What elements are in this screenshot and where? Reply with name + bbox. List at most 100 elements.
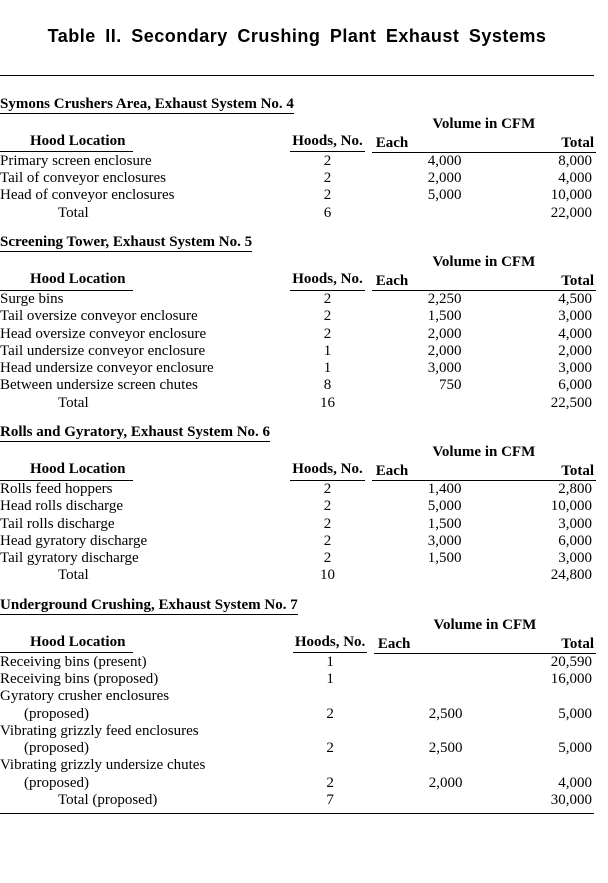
cell-total: 4,500 [497, 291, 596, 309]
cell-each: 2,000 [372, 170, 498, 187]
cell-total-each [374, 792, 499, 809]
cell-total-hoods: 10 [283, 567, 371, 584]
cell-location: Head rolls discharge [0, 498, 283, 515]
cell-each: 750 [372, 377, 498, 394]
cell-total-hoods: 7 [286, 792, 374, 809]
cell-total: 3,000 [497, 550, 596, 567]
section-heading: Underground Crushing, Exhaust System No.… [0, 597, 594, 615]
cell-each: 3,000 [372, 533, 498, 550]
cell-total-total: 24,800 [497, 567, 596, 584]
volume-header: Volume in CFM [372, 444, 596, 461]
cell-location: Tail undersize conveyor enclosure [0, 343, 283, 360]
cell-hoods: 2 [283, 533, 371, 550]
cell-location: Tail of conveyor enclosures [0, 170, 283, 187]
cell-each: 4,000 [372, 152, 498, 170]
cell-each: 2,000 [372, 326, 498, 343]
section-heading-text: Rolls and Gyratory, Exhaust System No. 6 [0, 424, 270, 442]
col-total: Total [499, 634, 597, 653]
cell-total-each [372, 395, 498, 412]
cell-hoods: 2 [283, 291, 371, 309]
cell-total: 6,000 [497, 377, 596, 394]
cell-location: Rolls feed hoppers [0, 481, 283, 499]
top-rule [0, 75, 594, 84]
col-hood-location: Hood Location [0, 271, 133, 290]
cell-location: Vibrating grizzly feed enclosures [0, 723, 286, 740]
cell-total: 2,000 [497, 343, 596, 360]
section-heading: Screening Tower, Exhaust System No. 5 [0, 234, 594, 252]
table-caption: Table II. Secondary Crushing Plant Exhau… [0, 26, 594, 47]
cell-location: Head gyratory discharge [0, 533, 283, 550]
cell-hoods: 2 [283, 550, 371, 567]
col-hood-location: Hood Location [0, 133, 133, 152]
cell-hoods: 1 [283, 360, 371, 377]
cell-hoods: 2 [286, 740, 374, 757]
cell-each: 5,000 [372, 498, 498, 515]
cell-each [374, 653, 499, 671]
cell-total: 10,000 [497, 187, 596, 204]
cell-each: 2,000 [372, 343, 498, 360]
col-each: Each [372, 461, 498, 480]
cell-each: 2,000 [374, 775, 499, 792]
volume-header: Volume in CFM [372, 254, 596, 271]
cell-each: 1,500 [372, 516, 498, 533]
cell-total-label: Total [0, 205, 283, 222]
cell-location: Gyratory crusher enclosures [0, 688, 286, 705]
cell-total-total: 22,000 [497, 205, 596, 222]
cell-location: Receiving bins (proposed) [0, 671, 286, 688]
cell-total-total: 30,000 [499, 792, 597, 809]
col-each: Each [372, 133, 498, 152]
cell-total: 5,000 [499, 706, 597, 723]
col-total: Total [497, 271, 596, 290]
section-heading-text: Underground Crushing, Exhaust System No.… [0, 597, 298, 615]
col-hood-location: Hood Location [0, 461, 133, 480]
cell-location: Tail oversize conveyor enclosure [0, 308, 283, 325]
cell-hoods: 1 [286, 671, 374, 688]
cell-total: 4,000 [499, 775, 597, 792]
cell-each: 2,250 [372, 291, 498, 309]
section-heading: Rolls and Gyratory, Exhaust System No. 6 [0, 424, 594, 442]
cell-each: 1,500 [372, 308, 498, 325]
cell-total: 6,000 [497, 533, 596, 550]
volume-header: Volume in CFM [372, 116, 596, 133]
cell-hoods: 1 [286, 653, 374, 671]
cell-hoods: 2 [283, 170, 371, 187]
cell-hoods: 2 [283, 187, 371, 204]
exhaust-table: Volume in CFMHood LocationHoods, No.Each… [0, 617, 596, 809]
cell-hoods: 2 [283, 498, 371, 515]
cell-total: 10,000 [497, 498, 596, 515]
cell-hoods: 1 [283, 343, 371, 360]
col-total: Total [497, 461, 596, 480]
cell-hoods: 2 [283, 481, 371, 499]
cell-each: 3,000 [372, 360, 498, 377]
cell-total: 3,000 [497, 308, 596, 325]
bottom-rule [0, 813, 594, 814]
cell-hoods: 2 [283, 152, 371, 170]
cell-each [374, 671, 499, 688]
cell-hoods: 2 [286, 775, 374, 792]
cell-location: Head oversize conveyor enclosure [0, 326, 283, 343]
cell-location-cont: (proposed) [0, 775, 286, 792]
cell-total-hoods: 6 [283, 205, 371, 222]
cell-location: Receiving bins (present) [0, 653, 286, 671]
cell-total-hoods: 16 [283, 395, 371, 412]
col-hoods-no: Hoods, No. [290, 461, 364, 480]
cell-total: 8,000 [497, 152, 596, 170]
cell-total: 4,000 [497, 326, 596, 343]
col-hoods-no: Hoods, No. [290, 133, 364, 152]
col-total: Total [497, 133, 596, 152]
cell-total: 4,000 [497, 170, 596, 187]
cell-hoods: 2 [286, 706, 374, 723]
cell-hoods: 2 [283, 308, 371, 325]
cell-total: 20,590 [499, 653, 597, 671]
exhaust-table: Volume in CFM Hood Location Hoods, No. Each… [0, 444, 596, 585]
cell-total-label: Total [0, 395, 283, 412]
col-hoods-no: Hoods, No. [290, 271, 364, 290]
cell-hoods: 2 [283, 516, 371, 533]
cell-total: 16,000 [499, 671, 597, 688]
cell-total: 5,000 [499, 740, 597, 757]
cell-location: Head undersize conveyor enclosure [0, 360, 283, 377]
exhaust-table: Volume in CFMHood LocationHoods, No.Each… [0, 254, 596, 412]
cell-total-label: Total (proposed) [0, 792, 286, 809]
col-hood-location: Hood Location [0, 634, 133, 653]
cell-hoods: 2 [283, 326, 371, 343]
